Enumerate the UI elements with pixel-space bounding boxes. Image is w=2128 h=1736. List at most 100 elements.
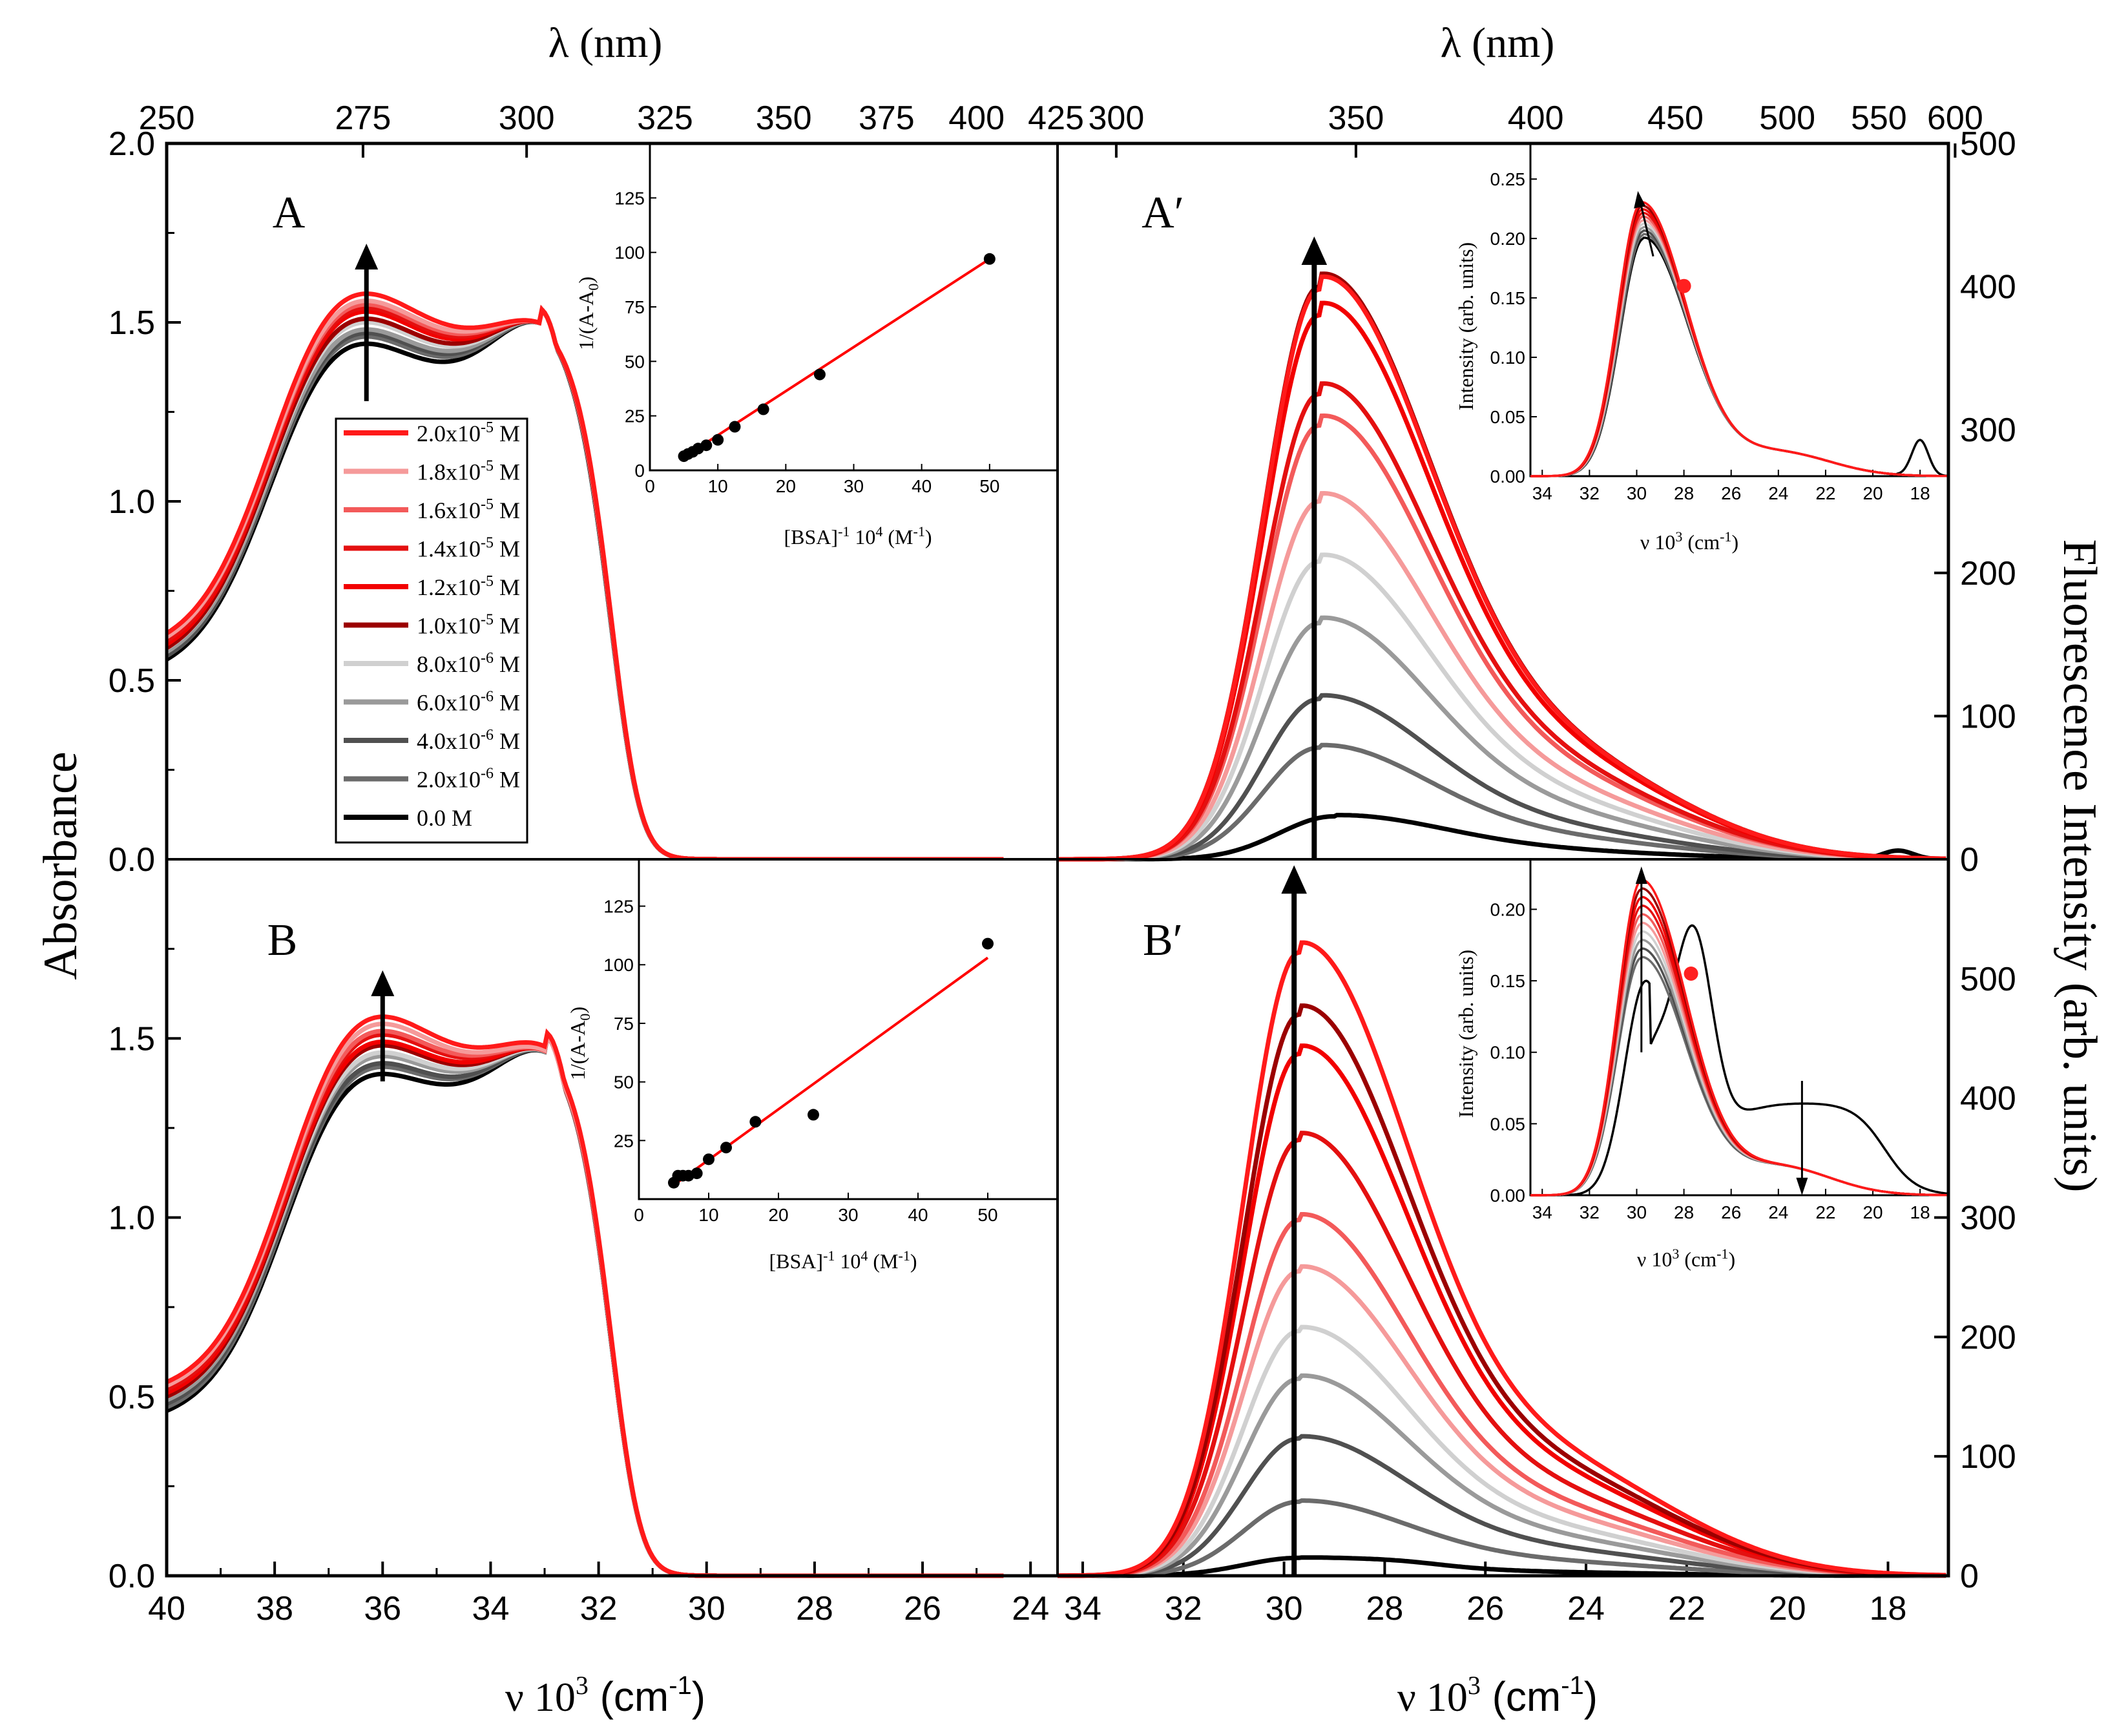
inset-y-tick-label: 0.15 — [1490, 971, 1526, 991]
legend-label-main: 0.0 M — [417, 805, 472, 831]
legend-label-main: 1.4x10 — [417, 536, 481, 562]
inset-y-tick-label: 0.20 — [1490, 899, 1526, 919]
inset-y-tick-label: 0.10 — [1490, 348, 1526, 368]
inset-B-xlabel: [BSA]-1 104 (M-1) — [769, 1248, 917, 1273]
inset-A-xlabel: [BSA]-1 104 (M-1) — [784, 523, 932, 549]
inset-B-prime-xlabel: ν 103 (cm-1) — [1637, 1246, 1735, 1271]
inset-y-tick-label: 100 — [603, 955, 634, 975]
inset-series-line — [1530, 879, 1948, 1197]
inset-y-tick-label: 125 — [614, 188, 645, 208]
top-tick-label: 350 — [1328, 99, 1384, 137]
x-tick-label: 22 — [1668, 1590, 1706, 1627]
legend-label-exp: -6 — [481, 727, 494, 744]
legend-label-exp: -6 — [481, 689, 494, 706]
inset-y-tick-label: 100 — [614, 243, 645, 263]
y-tick-label: 0.5 — [109, 1379, 155, 1416]
inset-x-tick-label: 32 — [1580, 483, 1600, 503]
top-tick-label: 300 — [499, 99, 555, 137]
x-tick-label: 18 — [1870, 1590, 1907, 1627]
series-line-80x106M — [1058, 1324, 1946, 1578]
top-x-axis-label-right: λ (nm) — [1441, 19, 1555, 67]
inset-B-prime-ylabel: Intensity (arb. units) — [1454, 950, 1477, 1118]
x-tick-label: 20 — [1769, 1590, 1806, 1627]
inset-x-tick-label: 20 — [768, 1205, 788, 1225]
inset-x-tick-label: 24 — [1768, 1202, 1788, 1222]
y-tick-label: 300 — [1960, 412, 2016, 449]
x-tick-label: 26 — [1466, 1590, 1504, 1627]
legend-label-unit: M — [494, 574, 520, 600]
inset-x-tick-label: 28 — [1674, 1202, 1694, 1222]
legend-label-exp: -6 — [481, 650, 494, 667]
legend-label-unit: M — [494, 651, 520, 677]
inset-y-tick-label: 75 — [614, 1014, 634, 1034]
top-tick-label: 275 — [335, 99, 391, 137]
inset-x-tick-label: 30 — [1627, 1202, 1647, 1222]
inset-y-tick-label: 0.05 — [1490, 407, 1526, 427]
y-tick-label: 200 — [1960, 1319, 2016, 1356]
legend-label-unit: M — [494, 459, 520, 485]
legend-label-exp: -5 — [481, 573, 494, 590]
data-point — [983, 253, 996, 265]
top-tick-label: 450 — [1647, 99, 1704, 137]
inset-y-tick-label: 50 — [614, 1072, 634, 1093]
data-point — [712, 434, 724, 446]
arrow-head — [1281, 865, 1307, 894]
legend-label: 1.4x10-5 M — [417, 535, 520, 562]
arrow-head — [355, 244, 379, 270]
x-tick-label: 28 — [1366, 1590, 1403, 1627]
inset-y-tick-label: 0.15 — [1490, 288, 1526, 308]
inset-x-tick-label: 0 — [634, 1205, 644, 1225]
legend-label-exp: -5 — [481, 612, 494, 629]
inset-x-tick-label: 40 — [908, 1205, 928, 1225]
top-x-axis-label-left: λ (nm) — [548, 19, 663, 67]
inset-x-tick-label: 50 — [977, 1205, 997, 1225]
top-tick-label: 350 — [756, 99, 812, 137]
inset-y-tick-label: 25 — [625, 406, 645, 426]
top-tick-label: 425 — [1028, 99, 1084, 137]
inset-y-tick-label: 0.05 — [1490, 1114, 1526, 1134]
inset-x-tick-label: 30 — [1627, 483, 1647, 503]
y-tick-label: 100 — [1960, 1438, 2016, 1476]
inset-x-tick-label: 22 — [1815, 483, 1835, 503]
top-tick-label: 400 — [1508, 99, 1564, 137]
legend-label: 1.8x10-5 M — [417, 458, 520, 485]
y-tick-label: 500 — [1960, 125, 2016, 163]
x-tick-label: 32 — [580, 1590, 618, 1627]
left-y-axis-label: Absorbance — [34, 751, 87, 979]
inset-x-tick-label: 28 — [1674, 483, 1694, 503]
inset-arrow-up-head — [1635, 866, 1647, 884]
legend-label-exp: -5 — [481, 458, 494, 475]
y-tick-label: 0.0 — [109, 841, 155, 879]
inset-series-line — [1530, 924, 1949, 1197]
inset-x-tick-label: 50 — [979, 476, 999, 496]
panel-label: A — [273, 188, 306, 238]
isosbestic-point — [1676, 278, 1691, 293]
data-point — [757, 403, 769, 415]
x-tick-label: 32 — [1165, 1590, 1202, 1627]
x-tick-label: 38 — [256, 1590, 293, 1627]
legend-label: 1.2x10-5 M — [417, 573, 520, 600]
legend-label: 1.0x10-5 M — [417, 612, 520, 639]
legend-label: 1.6x10-5 M — [417, 496, 520, 523]
y-tick-label: 400 — [1960, 269, 2016, 306]
legend-label: 0.0 M — [417, 805, 472, 831]
top-tick-label: 300 — [1089, 99, 1145, 137]
inset-frame — [1529, 142, 1950, 477]
x-tick-label: 24 — [1567, 1590, 1605, 1627]
y-tick-label: 0 — [1960, 1558, 1979, 1595]
y-tick-label: 300 — [1960, 1200, 2016, 1237]
inset-series-line — [1530, 201, 1948, 477]
y-tick-label: 0 — [1960, 841, 1979, 879]
arrow-head — [371, 970, 395, 996]
inset-B-prime: 34 32 30 28 26 24 22 20 18 0.00 0.05 0.10 0.15 0.20 — [1490, 858, 1950, 1222]
inset-x-tick-label: 26 — [1721, 1202, 1741, 1222]
legend-label: 8.0x10-6 M — [417, 650, 520, 677]
data-point — [808, 1109, 819, 1121]
x-tick-label: 40 — [148, 1590, 185, 1627]
inset-x-tick-label: 0 — [645, 476, 655, 496]
data-point — [749, 1116, 762, 1128]
x-tick-label: 34 — [1064, 1590, 1101, 1627]
series-line-20x105M — [1058, 940, 1946, 1578]
legend-label: 2.0x10-5 M — [417, 419, 520, 446]
inset-x-tick-label: 34 — [1532, 1202, 1552, 1222]
